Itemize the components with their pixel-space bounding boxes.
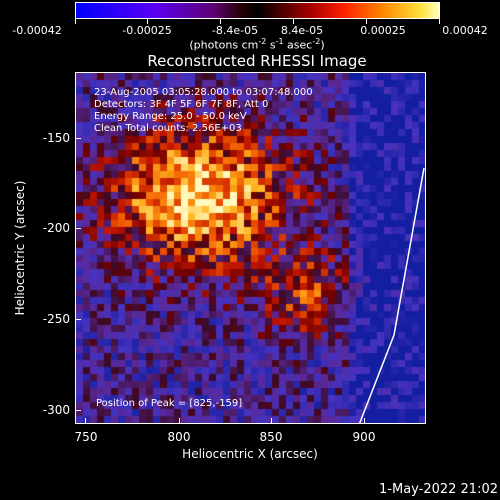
colorbar-units: (photons cm-2 s-1 asec-2) (189, 37, 325, 52)
solar-limb-line (358, 167, 425, 423)
footer-date: 1-May-2022 21:02 (379, 482, 498, 497)
y-tick-mark (75, 410, 81, 411)
colorbar-tick (366, 19, 367, 24)
x-tick-label: 850 (259, 430, 283, 444)
x-tick-mark (179, 418, 180, 424)
time-range-text: 23-Aug-2005 03:05:28.000 to 03:07:48.000 (94, 87, 313, 98)
colorbar-label: 8.4e-05 (280, 24, 324, 37)
colorbar-tick (75, 19, 76, 24)
colorbar-tick (147, 19, 148, 24)
energy-range-text: Energy Range: 25.0 - 50.0 keV (94, 111, 247, 122)
colorbar-tick (220, 19, 221, 24)
y-tick-mark (75, 228, 81, 229)
colorbar-label: 0.00025 (360, 24, 406, 37)
y-tick-label: -150 (42, 131, 70, 145)
peak-position-text: Position of Peak = [825,-159] (96, 398, 243, 409)
y-tick-label: -200 (42, 221, 70, 235)
plot-title: Reconstructed RHESSI Image (147, 52, 367, 70)
clean-counts-text: Clean Total counts: 2.56E+03 (94, 123, 242, 134)
x-tick-mark (85, 418, 86, 424)
image-plot: 23-Aug-2005 03:05:28.000 to 03:07:48.000… (75, 72, 426, 424)
y-tick-label: -250 (42, 312, 70, 326)
y-tick-label: -300 (42, 403, 70, 417)
y-tick-mark (75, 319, 81, 320)
colorbar-label: -0.00042 (12, 24, 62, 37)
colorbar-tick (293, 19, 294, 24)
x-tick-label: 900 (352, 430, 376, 444)
y-axis-label: Heliocentric Y (arcsec) (13, 180, 27, 316)
colorbar-label: -8.4e-05 (211, 24, 259, 37)
rhessi-heatmap (76, 73, 425, 423)
detectors-text: Detectors: 3F 4F 5F 6F 7F 8F, Att 0 (94, 99, 269, 110)
y-tick-mark (75, 138, 81, 139)
x-tick-mark (271, 418, 272, 424)
colorbar-tick (439, 19, 440, 24)
colorbar-label: 0.00042 (442, 24, 488, 37)
colorbar-label: -0.00025 (122, 24, 172, 37)
x-axis-label: Heliocentric X (arcsec) (182, 447, 318, 461)
x-tick-label: 800 (167, 430, 191, 444)
x-tick-mark (364, 418, 365, 424)
colorbar (75, 2, 440, 19)
x-tick-label: 750 (74, 430, 98, 444)
